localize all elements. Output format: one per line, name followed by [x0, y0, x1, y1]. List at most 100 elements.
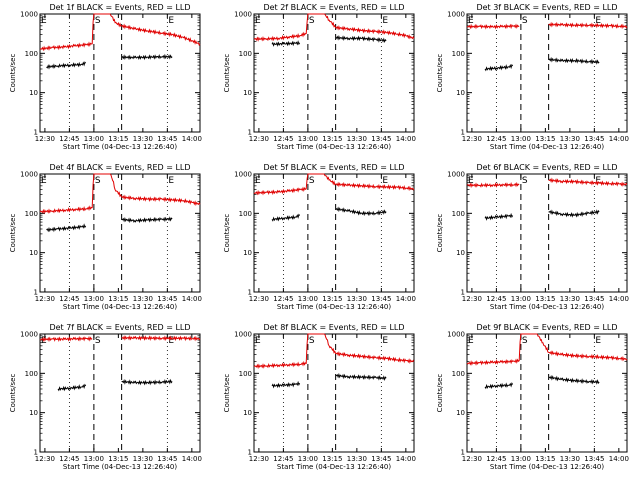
x-axis-label: Start Time (04-Dec-13 12:26:40) [277, 303, 391, 311]
series-line-segment [548, 56, 600, 65]
y-tick-label: 1 [461, 449, 465, 457]
panel-title: Det 8f BLACK = Events, RED = LLD [263, 323, 404, 332]
x-tick-label: 13:30 [347, 135, 367, 143]
marker-label: S [95, 336, 101, 346]
y-tick-label: 100 [452, 210, 465, 218]
y-tick-label: 1 [461, 129, 465, 137]
x-tick-label: 13:45 [157, 135, 177, 143]
series-line-segment [466, 181, 520, 189]
series-line-segment [39, 13, 111, 52]
lld-series [253, 173, 415, 196]
panel-8: Det 8f BLACK = Events, RED = LLD 12:30 12:… [223, 323, 416, 471]
series-line-segment [466, 23, 520, 30]
y-tick-label: 1000 [20, 11, 38, 19]
y-tick-label: 100 [25, 370, 38, 378]
plot-frame [466, 173, 628, 293]
series-line-segment [57, 383, 87, 392]
marker-label: E [255, 336, 261, 346]
series-line-segment [335, 206, 387, 217]
lld-series [39, 173, 201, 215]
marker-label: S [95, 16, 101, 26]
x-tick-label: 12:45 [59, 295, 79, 303]
marker-label: S [522, 336, 528, 346]
x-axis-label: Start Time (04-Dec-13 12:26:40) [490, 143, 604, 151]
marker-label: E [468, 16, 474, 26]
y-tick-label: 100 [452, 50, 465, 58]
x-tick-label: 14:00 [396, 135, 416, 143]
marker-label: E [382, 336, 388, 346]
panel-2: Det 2f BLACK = Events, RED = LLD 12:30 12:… [223, 3, 416, 151]
x-tick-label: 13:45 [584, 295, 604, 303]
series-line-segment [46, 223, 87, 233]
x-tick-label: 13:15 [108, 135, 128, 143]
lld-series [39, 334, 201, 343]
x-tick-label: 12:30 [462, 455, 482, 463]
panel-title: Det 4f BLACK = Events, RED = LLD [49, 163, 190, 172]
y-tick-label: 1000 [234, 11, 252, 19]
x-axis-label: Start Time (04-Dec-13 12:26:40) [63, 303, 177, 311]
y-tick-label: 1000 [447, 11, 465, 19]
plot-frame [39, 333, 201, 453]
y-axis-label: Counts/sec [9, 214, 17, 253]
series-line-segment [253, 333, 325, 370]
x-tick-label: 12:30 [35, 135, 55, 143]
series-line-segment [109, 13, 201, 46]
x-tick-label: 12:30 [35, 455, 55, 463]
lld-series [39, 13, 201, 52]
y-tick-label: 1000 [20, 171, 38, 179]
marker-label: E [168, 336, 174, 346]
series-line-segment [323, 173, 415, 192]
marker-label: S [309, 176, 315, 186]
x-tick-label: 13:00 [511, 295, 531, 303]
x-tick-label: 14:00 [396, 455, 416, 463]
panel-title: Det 2f BLACK = Events, RED = LLD [263, 3, 404, 12]
events-series [57, 378, 173, 392]
x-tick-label: 12:30 [249, 295, 269, 303]
x-tick-label: 13:00 [298, 455, 318, 463]
y-tick-label: 1000 [447, 171, 465, 179]
y-tick-label: 1 [34, 449, 38, 457]
y-tick-label: 10 [243, 409, 252, 417]
x-tick-label: 13:30 [347, 295, 367, 303]
panel-5: Det 5f BLACK = Events, RED = LLD 12:30 12:… [223, 163, 416, 311]
panel-9: Det 9f BLACK = Events, RED = LLD 12:30 12:… [436, 323, 629, 471]
marker-label: E [255, 176, 261, 186]
events-series [484, 375, 600, 390]
x-tick-label: 13:45 [157, 455, 177, 463]
x-tick-label: 13:30 [133, 295, 153, 303]
x-tick-label: 14:00 [396, 295, 416, 303]
x-tick-label: 12:45 [273, 135, 293, 143]
series-line-segment [46, 61, 87, 70]
x-tick-label: 13:30 [347, 455, 367, 463]
y-tick-label: 10 [29, 409, 38, 417]
x-tick-label: 12:45 [486, 455, 506, 463]
lld-series [466, 333, 628, 366]
series-line-segment [109, 173, 201, 206]
marker-label: E [595, 176, 601, 186]
x-tick-label: 14:00 [182, 455, 202, 463]
x-tick-label: 13:00 [84, 295, 104, 303]
x-tick-label: 14:00 [609, 295, 629, 303]
y-axis-label: Counts/sec [223, 374, 231, 413]
marker-label: E [595, 16, 601, 26]
x-tick-label: 12:30 [462, 295, 482, 303]
x-axis-label: Start Time (04-Dec-13 12:26:40) [63, 143, 177, 151]
events-series [271, 35, 387, 47]
panel-title: Det 1f BLACK = Events, RED = LLD [49, 3, 190, 12]
x-axis-label: Start Time (04-Dec-13 12:26:40) [490, 463, 604, 471]
x-tick-label: 13:45 [584, 135, 604, 143]
y-tick-label: 100 [239, 50, 252, 58]
y-tick-label: 1000 [20, 331, 38, 339]
x-tick-label: 13:15 [322, 295, 342, 303]
series-line-segment [484, 212, 514, 221]
y-tick-label: 1 [461, 289, 465, 297]
y-axis-label: Counts/sec [436, 54, 444, 93]
panel-title: Det 6f BLACK = Events, RED = LLD [476, 163, 617, 172]
series-line-segment [39, 335, 93, 343]
series-line-segment [484, 63, 514, 72]
x-tick-label: 13:45 [371, 135, 391, 143]
y-axis-label: Counts/sec [436, 214, 444, 253]
x-tick-label: 14:00 [609, 455, 629, 463]
panel-7: Det 7f BLACK = Events, RED = LLD 12:30 12:… [9, 323, 202, 471]
